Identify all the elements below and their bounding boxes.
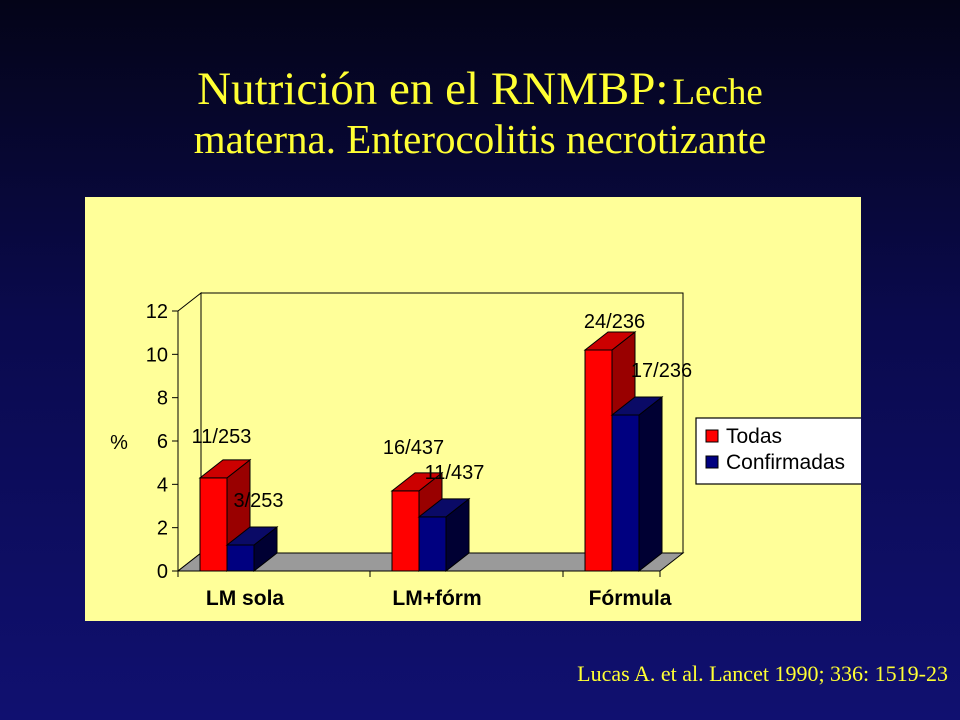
- bar-confirmadas-0: [226, 544, 255, 572]
- bar-chart: 0 2 4 6 8 10 12% LM sola LM+fórm Fórmula 11/253 3/2…: [110, 291, 861, 610]
- bar-top-confirmadas-2: [610, 396, 664, 416]
- y-tick-label: 4: [157, 474, 168, 496]
- data-label: 11/437: [425, 462, 485, 484]
- legend-box: [695, 417, 861, 485]
- y-tick-label: 8: [157, 388, 168, 410]
- bar-top-confirmadas-1: [417, 498, 471, 518]
- x-category-label: Fórmula: [589, 587, 672, 610]
- chart-panel: 0 2 4 6 8 10 12% LM sola LM+fórm Fórmula 11/253 3/2…: [85, 197, 861, 621]
- bar-todas-1: [391, 490, 420, 572]
- data-label: 17/236: [631, 360, 692, 382]
- legend-swatch: [705, 429, 719, 443]
- data-label: 24/236: [584, 311, 645, 333]
- y-tick-label: 10: [146, 344, 168, 366]
- bar-todas-0: [199, 477, 228, 572]
- y-tick-label: 6: [157, 431, 168, 453]
- y-tick-label: 12: [146, 301, 168, 323]
- data-label: 11/253: [192, 426, 252, 448]
- citation: Lucas A. et al. Lancet 1990; 336: 1519-2…: [577, 661, 948, 686]
- bar-top-todas-1: [390, 472, 444, 492]
- data-label: 3/253: [233, 490, 283, 512]
- y-tick-label: 2: [157, 518, 168, 540]
- x-category-label: LM+fórm: [392, 587, 481, 610]
- bar-top-todas-2: [583, 331, 637, 351]
- bar-todas-2: [584, 349, 613, 572]
- data-label: 16/437: [383, 437, 444, 459]
- slide-title: Nutrición en el RNMBP: Leche materna. En…: [0, 62, 960, 163]
- x-category-label: LM sola: [206, 587, 284, 610]
- legend-swatch: [705, 455, 719, 469]
- title-line1-main: Nutrición en el RNMBP:: [197, 63, 669, 115]
- title-line1-tail: Leche: [672, 72, 763, 113]
- legend-label: Confirmadas: [726, 451, 845, 474]
- bar-top-confirmadas-0: [225, 526, 279, 546]
- y-axis-label: %: [110, 432, 128, 454]
- bar-confirmadas-2: [611, 414, 640, 572]
- bar-top-todas-0: [198, 459, 252, 479]
- bar-confirmadas-1: [418, 516, 447, 572]
- bar-side-confirmadas-2: [638, 395, 663, 573]
- title-line2: materna. Enterocolitis necrotizante: [193, 116, 767, 163]
- y-tick-label: 0: [157, 561, 168, 583]
- legend-label: Todas: [726, 425, 782, 448]
